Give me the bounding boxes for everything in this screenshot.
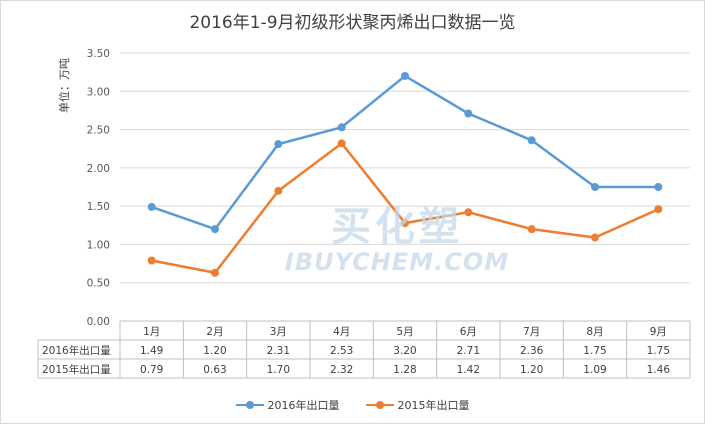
data-point: [464, 208, 473, 217]
data-point: [591, 233, 599, 242]
table-cell: 1.20: [520, 364, 543, 376]
y-tick-label: 0.00: [87, 316, 110, 328]
legend: 2016年出口量 2015年出口量: [0, 397, 705, 413]
table-cell: 1.70: [267, 364, 290, 376]
y-tick-label: 1.00: [87, 239, 110, 251]
data-point: [591, 183, 599, 191]
table-cell: 1.46: [647, 364, 671, 376]
data-point: [464, 109, 473, 118]
x-tick-label: 3月: [270, 326, 287, 338]
data-point: [654, 205, 663, 214]
legend-label: 2015年出口量: [397, 399, 470, 412]
data-point: [147, 256, 156, 265]
data-point: [527, 225, 536, 234]
data-point: [147, 202, 156, 211]
legend-label: 2016年出口量: [267, 399, 340, 412]
table-cell: 2.32: [330, 364, 353, 376]
table-cell: 2.71: [457, 345, 480, 357]
data-point: [337, 123, 346, 132]
table-cell: 1.49: [140, 345, 163, 357]
table-cell: 3.20: [393, 345, 416, 357]
table-cell: 1.09: [583, 364, 606, 376]
x-tick-label: 9月: [650, 326, 667, 338]
legend-marker: [365, 400, 394, 410]
table-cell: 2.36: [520, 345, 544, 357]
data-point: [527, 136, 536, 145]
y-tick-label: 1.50: [87, 201, 110, 213]
x-tick-label: 6月: [460, 326, 477, 338]
x-tick-label: 4月: [333, 326, 350, 338]
y-tick-label: 3.00: [87, 86, 110, 98]
table-cell: 1.75: [583, 345, 606, 357]
y-tick-label: 3.50: [87, 48, 110, 60]
table-cell: 2.31: [267, 345, 290, 357]
series-lines: [147, 71, 663, 277]
y-tick-label: 2.50: [87, 125, 110, 137]
table-cell: 1.75: [647, 345, 670, 357]
table-cell: 0.79: [140, 364, 163, 376]
table-cell: 1.42: [457, 364, 480, 376]
x-tick-label: 5月: [396, 326, 413, 338]
table-cell: 1.28: [393, 364, 416, 376]
legend-item: 2015年出口量: [365, 397, 470, 413]
data-point: [274, 140, 283, 149]
gridlines: [120, 52, 690, 284]
y-tick-label: 0.50: [87, 278, 110, 290]
table-series-name: 2016年出口量: [42, 344, 111, 357]
data-point: [211, 225, 219, 234]
data-point: [401, 218, 409, 227]
y-tick-labels: 0.00 0.50 1.00 1.50 2.00 2.50 3.00 3.50: [87, 48, 110, 328]
x-tick-label: 1月: [143, 326, 160, 338]
chart-title: 2016年1-9月初级形状聚丙烯出口数据一览: [189, 13, 516, 33]
table-cell: 0.63: [203, 364, 226, 376]
series-line: [151, 142, 659, 275]
data-point: [211, 268, 219, 277]
data-point: [274, 186, 283, 195]
legend-item: 2016年出口量: [235, 397, 340, 413]
x-tick-label: 2月: [206, 326, 223, 338]
x-tick-label: 7月: [523, 326, 540, 338]
data-point: [337, 139, 346, 148]
table-cell: 1.20: [203, 345, 226, 357]
y-tick-label: 2.00: [87, 163, 110, 175]
data-point: [654, 183, 663, 191]
table-series-name: 2015年出口量: [42, 363, 111, 376]
data-table: 1月 2月 3月 4月 5月 6月 7月 8月 9月 2016年出口量 1.49 1.20 2.31 2.…: [37, 320, 691, 379]
data-point: [401, 71, 409, 80]
table-cell: 2.53: [330, 345, 353, 357]
x-tick-label: 8月: [586, 326, 603, 338]
legend-marker: [235, 400, 264, 410]
